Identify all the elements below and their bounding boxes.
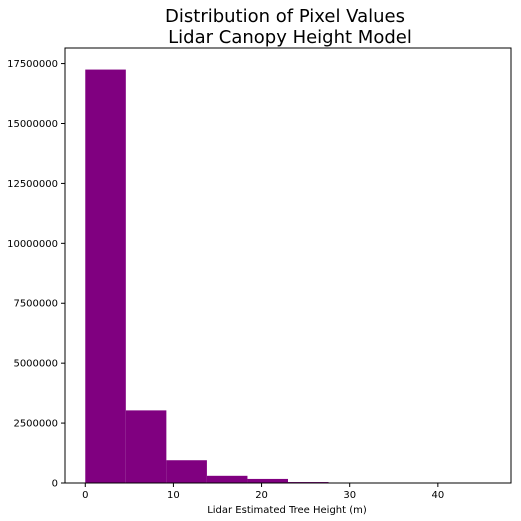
y-tick-label-0: 0	[52, 479, 58, 490]
x-axis-ticks: 0 10 20 30 40	[82, 483, 444, 501]
chart-title-line-2: Lidar Canopy Height Model	[168, 27, 412, 48]
bars-group	[85, 69, 491, 483]
y-tick-label-4: 10000000	[7, 239, 58, 250]
x-axis-label: Lidar Estimated Tree Height (m)	[207, 505, 367, 516]
y-tick-label-2: 5000000	[13, 359, 58, 370]
y-axis-ticks: 0 2500000 5000000 7500000 10000000 12500000 15…	[7, 59, 65, 490]
y-tick-label-3: 7500000	[13, 299, 58, 310]
x-tick-label-3: 30	[343, 490, 356, 501]
y-tick-label-7: 17500000	[7, 59, 58, 70]
x-tick-label-2: 20	[255, 490, 268, 501]
x-tick-label-1: 10	[167, 490, 180, 501]
y-tick-label-6: 15000000	[7, 119, 58, 130]
y-tick-label-5: 12500000	[7, 179, 58, 190]
histogram-bar-0	[85, 69, 126, 483]
y-tick-label-1: 2500000	[13, 419, 58, 430]
histogram-bar-2	[166, 460, 207, 483]
x-tick-label-4: 40	[431, 490, 444, 501]
plot-frame	[64, 47, 512, 484]
histogram-bar-3	[206, 475, 248, 483]
histogram-bar-1	[125, 410, 167, 483]
histogram-bar-4	[247, 478, 288, 483]
chart-title-line-1: Distribution of Pixel Values	[165, 6, 405, 27]
x-tick-label-0: 0	[82, 490, 88, 501]
